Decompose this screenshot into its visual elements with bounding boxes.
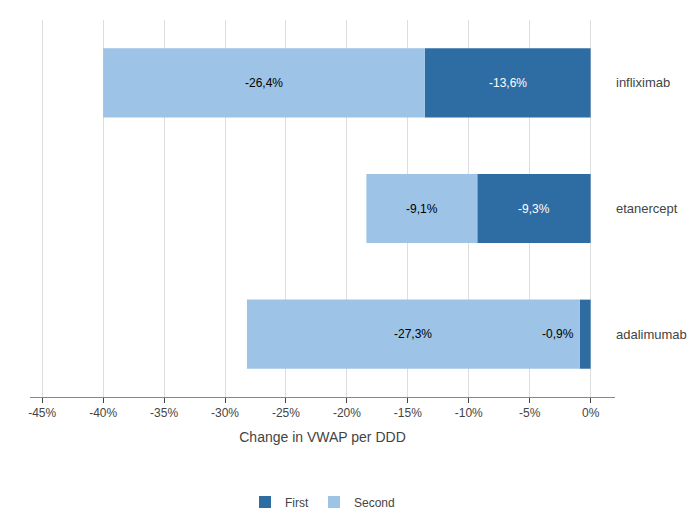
svg-text:-35%: -35% — [150, 406, 178, 420]
svg-text:-30%: -30% — [211, 406, 239, 420]
svg-text:-20%: -20% — [333, 406, 361, 420]
svg-text:-45%: -45% — [28, 406, 56, 420]
svg-text:Second: Second — [354, 496, 395, 510]
svg-text:-0,9%: -0,9% — [542, 327, 574, 341]
svg-text:-10%: -10% — [455, 406, 483, 420]
svg-text:-26,4%: -26,4% — [245, 76, 283, 90]
svg-text:-9,3%: -9,3% — [518, 202, 550, 216]
svg-text:Change in VWAP per DDD: Change in VWAP per DDD — [239, 429, 406, 445]
svg-text:-9,1%: -9,1% — [406, 202, 438, 216]
svg-text:-27,3%: -27,3% — [394, 327, 432, 341]
svg-text:-15%: -15% — [394, 406, 422, 420]
svg-text:-5%: -5% — [519, 406, 541, 420]
svg-text:First: First — [285, 496, 309, 510]
svg-text:-25%: -25% — [272, 406, 300, 420]
svg-text:adalimumab: adalimumab — [616, 327, 687, 342]
svg-text:-40%: -40% — [89, 406, 117, 420]
svg-text:etanercept: etanercept — [616, 201, 678, 216]
svg-text:-13,6%: -13,6% — [489, 76, 527, 90]
svg-text:infliximab: infliximab — [616, 75, 670, 90]
svg-text:0%: 0% — [582, 406, 600, 420]
